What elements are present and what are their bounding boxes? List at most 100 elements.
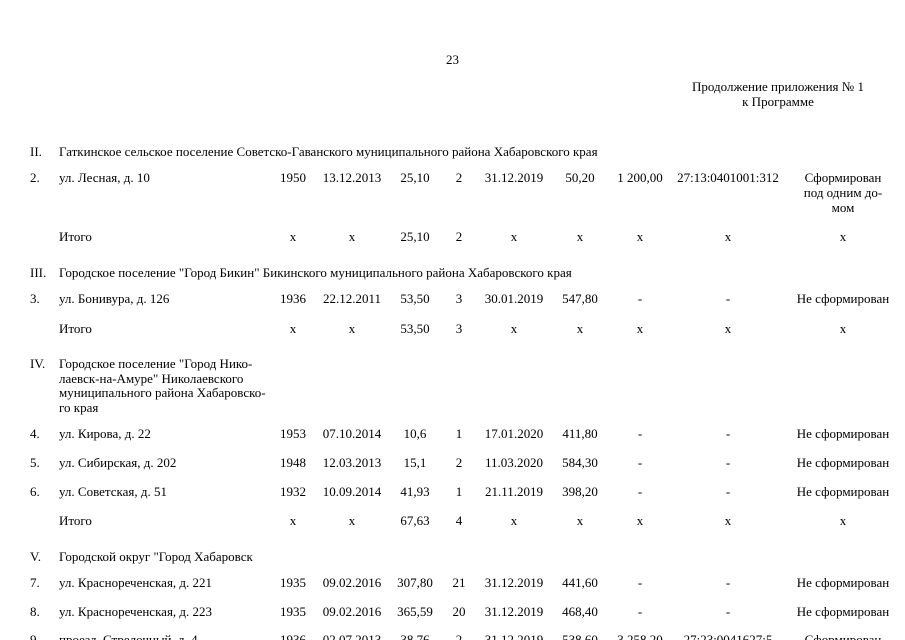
cost: 411,80 [562, 426, 598, 442]
address: проезд. Стрелочный, д. 4 [59, 632, 198, 640]
resettlement-date: 21.11.2019 [484, 483, 544, 499]
row-number: 4. [30, 426, 40, 442]
row-number: 9. [30, 632, 40, 640]
area: 15,1 [403, 454, 427, 470]
cadastral-number: 27:23:0041627:5 [683, 632, 773, 640]
row-number: 7. [30, 575, 40, 591]
resettlement-date: 31.12.2019 [484, 170, 544, 186]
row-number: 8. [30, 603, 40, 619]
cadastral-number: - [725, 426, 731, 442]
land-cost: - [637, 575, 643, 591]
table-row: 7. ул. Краснореченская, д. 221 1935 09.0… [28, 569, 902, 598]
total-land-cost: x [636, 229, 644, 245]
contract-date: 02.07.2013 [322, 632, 382, 640]
section-header: II. Гаткинское сельское поселение Советс… [28, 132, 902, 165]
build-year: 1953 [280, 426, 306, 442]
total-contract-date: x [348, 320, 356, 336]
land-cost: - [637, 483, 643, 499]
area: 38,76 [400, 632, 430, 640]
cost: 547,80 [562, 291, 598, 307]
total-label: Итого [59, 513, 92, 529]
land-cost: 1 200,00 [617, 170, 663, 186]
build-year: 1948 [280, 454, 306, 470]
resettlement-date: 31.12.2019 [484, 603, 544, 619]
total-contract-date: x [348, 229, 356, 245]
residents-count: 2 [455, 170, 463, 186]
resettlement-table: II. Гаткинское сельское поселение Советс… [28, 132, 902, 640]
total-resettlement-date: x [510, 513, 518, 529]
land-status: Не сформирован [796, 603, 890, 619]
land-status: Не сформирован [796, 291, 890, 307]
row-number: 3. [30, 291, 40, 307]
continuation-note: Продолжение приложения № 1 к Программе [673, 79, 883, 110]
total-status: x [839, 229, 847, 245]
row-number: 2. [30, 170, 40, 186]
residents-count: 2 [455, 454, 463, 470]
cadastral-number: 27:13:0401001:312 [677, 170, 779, 186]
section-roman: V. [30, 548, 41, 564]
table-row: 2. ул. Лесная, д. 10 1950 13.12.2013 25,… [28, 164, 902, 222]
total-status: x [839, 513, 847, 529]
land-cost: - [637, 603, 643, 619]
build-year: 1935 [280, 575, 306, 591]
section-title: Городское поселение "Город Нико- лаевск-… [59, 356, 266, 415]
total-cost: x [576, 513, 584, 529]
address: ул. Лесная, д. 10 [59, 170, 150, 186]
total-contract-date: x [348, 513, 356, 529]
land-status: Не сформирован [796, 483, 890, 499]
land-status: Сформирован под одним до- мом [803, 170, 883, 215]
total-year: x [289, 320, 297, 336]
contract-date: 10.09.2014 [322, 483, 382, 499]
continuation-line-2: к Программе [742, 93, 814, 109]
section-roman: IV. [30, 356, 46, 372]
section-title: Городское поселение "Город Бикин" Бикинс… [59, 264, 572, 280]
residents-count: 3 [455, 291, 463, 307]
cost: 398,20 [562, 483, 598, 499]
total-cadastral: x [724, 320, 732, 336]
total-status: x [839, 320, 847, 336]
cadastral-number: - [725, 603, 731, 619]
build-year: 1936 [280, 291, 306, 307]
address: ул. Сибирская, д. 202 [59, 454, 177, 470]
build-year: 1950 [280, 170, 306, 186]
row-number: 5. [30, 454, 40, 470]
resettlement-date: 17.01.2020 [484, 426, 544, 442]
total-area: 53,50 [400, 320, 430, 336]
residents-count: 1 [455, 483, 463, 499]
table-row: 3. ул. Бонивура, д. 126 1936 22.12.2011 … [28, 285, 902, 314]
area: 10,6 [403, 426, 427, 442]
land-status: Сформирован под одним до- мом [804, 632, 882, 640]
section-title: Гаткинское сельское поселение Советско-Г… [59, 143, 598, 159]
contract-date: 09.02.2016 [322, 575, 382, 591]
build-year: 1932 [280, 483, 306, 499]
address: ул. Краснореченская, д. 223 [59, 603, 213, 619]
contract-date: 09.02.2016 [322, 603, 382, 619]
total-resettlement-date: x [510, 320, 518, 336]
total-cost: x [576, 229, 584, 245]
cadastral-number: - [725, 483, 731, 499]
continuation-line-1: Продолжение приложения № 1 [692, 79, 864, 94]
area: 307,80 [397, 575, 433, 591]
cost: 468,40 [562, 603, 598, 619]
area: 25,10 [400, 170, 430, 186]
cost: 538,60 [562, 632, 598, 640]
build-year: 1935 [280, 603, 306, 619]
cost: 584,30 [562, 454, 598, 470]
total-label: Итого [59, 320, 92, 336]
total-residents: 3 [455, 320, 463, 336]
contract-date: 12.03.2013 [322, 454, 382, 470]
table-row: 8. ул. Краснореченская, д. 223 1935 09.0… [28, 598, 902, 627]
address: ул. Советская, д. 51 [59, 483, 168, 499]
resettlement-date: 11.03.2020 [484, 454, 544, 470]
total-cost: x [576, 320, 584, 336]
total-area: 25,10 [400, 229, 430, 245]
residents-count: 1 [455, 426, 463, 442]
total-residents: 4 [455, 513, 463, 529]
total-residents: 2 [455, 229, 463, 245]
land-cost: - [637, 426, 643, 442]
address: ул. Бонивура, д. 126 [59, 291, 170, 307]
cadastral-number: - [725, 291, 731, 307]
row-number: 6. [30, 483, 40, 499]
residents-count: 2 [455, 632, 463, 640]
